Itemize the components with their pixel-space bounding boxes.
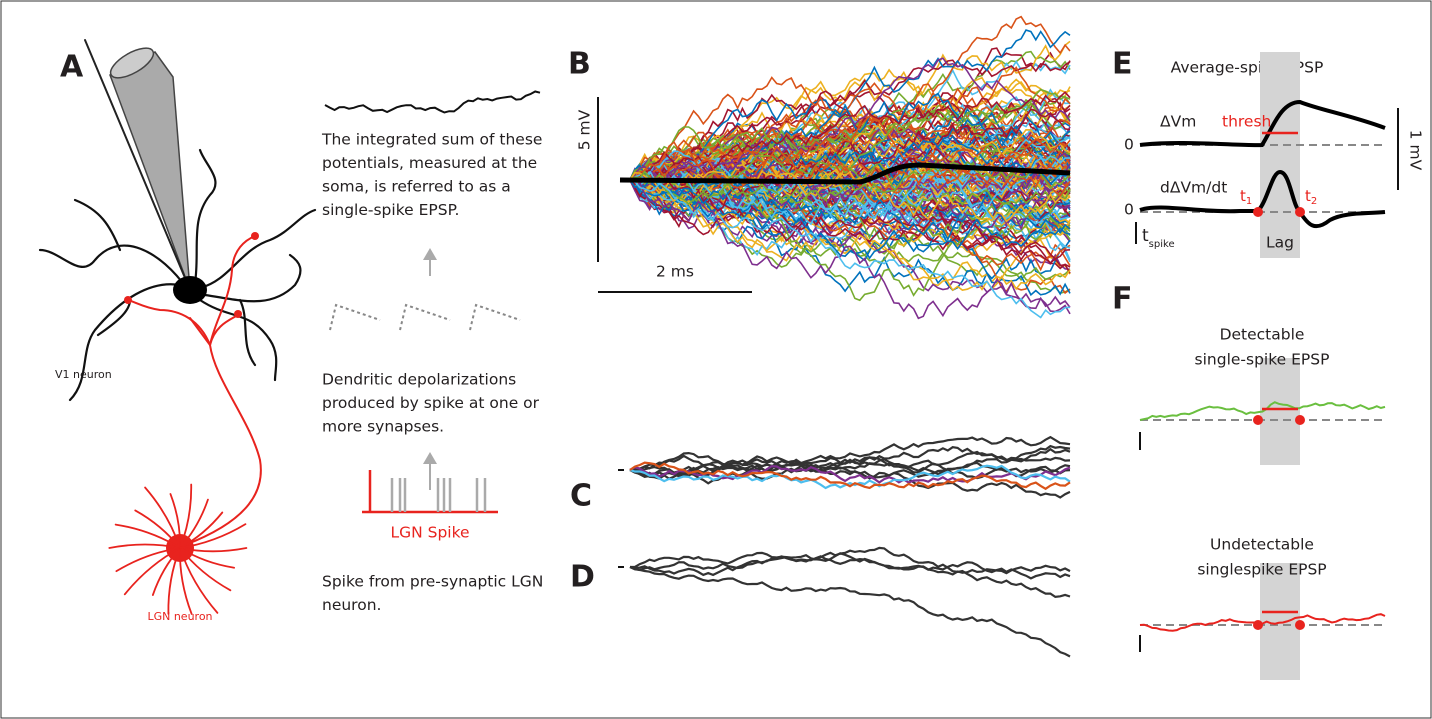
text-line: Dendritic depolarizations [322, 371, 516, 389]
t2-marker [1295, 207, 1305, 217]
dendrite [169, 493, 181, 549]
average-trace [1139, 99, 1386, 148]
lag-window [1260, 52, 1300, 258]
trace [629, 167, 1071, 260]
neuron-label: LGN neuron [147, 610, 212, 623]
trace [629, 116, 1071, 189]
panel-title: Average-spike EPSP [1171, 59, 1324, 77]
trace [629, 463, 1071, 499]
lag-label: Lag [1266, 234, 1294, 252]
spike-raster [362, 470, 498, 514]
scale-label: 2 ms [656, 263, 694, 281]
trace [629, 179, 1071, 242]
dendrite [179, 547, 236, 569]
t1-marker [1253, 207, 1263, 217]
scale-label: 1 mV [1407, 130, 1425, 171]
trace [629, 179, 1071, 319]
t2-label: t2 [1305, 187, 1317, 208]
t2-marker [1295, 620, 1305, 630]
dendrite [151, 547, 181, 596]
trace [629, 177, 1071, 260]
dendritic-depolarizations [329, 303, 521, 331]
dendrite [179, 547, 248, 553]
text-line: neuron. [322, 596, 381, 614]
text-line: produced by spike at one or [322, 394, 540, 412]
derivative-trace [1139, 169, 1386, 229]
panel-label: F [1112, 282, 1133, 317]
mean-trace [619, 162, 1071, 185]
trace [629, 461, 1071, 491]
text-line: more synapses. [322, 418, 444, 436]
dendrite [179, 547, 232, 592]
trace [629, 165, 1071, 256]
neuron-label: V1 neuron [55, 368, 112, 381]
text-line: single-spike EPSP [1195, 351, 1330, 369]
dendrite [108, 543, 181, 549]
trace [629, 456, 1071, 480]
zero-label: 0 [1124, 136, 1134, 154]
text-line: The integrated sum of these [321, 131, 542, 149]
text-line: Spike from pre-synaptic LGN [322, 573, 543, 591]
text-line: Detectable [1220, 326, 1305, 344]
dendrite [134, 509, 181, 549]
trace [629, 66, 1071, 181]
text-line: singlespike EPSP [1197, 561, 1326, 579]
trace [629, 155, 1071, 226]
detectable-trace [1139, 401, 1386, 421]
trace-bundle [629, 15, 1071, 320]
t1-label: t1 [1240, 187, 1252, 208]
trace [629, 546, 1071, 599]
dendrite [144, 486, 181, 549]
dendrite [123, 547, 181, 596]
dendrite [167, 547, 181, 615]
text-line: single-spike EPSP. [322, 201, 459, 219]
t1-marker [1253, 620, 1263, 630]
trace [629, 464, 1071, 490]
zero-label: 0 [1124, 201, 1134, 219]
trace [629, 451, 1071, 480]
trace-group [629, 546, 1071, 658]
trace [629, 57, 1071, 187]
t1-marker [1253, 415, 1263, 425]
scale-label: 5 mV [576, 109, 594, 150]
panel-label: C [570, 479, 592, 514]
panel-label: E [1112, 47, 1133, 82]
text-line: soma, is referred to as a [322, 178, 511, 196]
dendrite [179, 483, 193, 549]
text-line: potentials, measured at the [322, 154, 537, 172]
trace [629, 565, 1071, 658]
dendrite [115, 547, 181, 573]
trace [629, 179, 1071, 292]
epsp-trace [324, 90, 541, 114]
spike-label: LGN Spike [390, 524, 469, 542]
text-line: Undetectable [1210, 536, 1314, 554]
trace [629, 179, 1071, 320]
dendrite [179, 523, 247, 549]
trace [629, 172, 1071, 302]
lag-window [1260, 358, 1300, 465]
panel-label: D [570, 560, 595, 595]
trace [629, 91, 1071, 186]
tspike-label: tspike [1142, 226, 1175, 250]
neuron-drawing [38, 39, 317, 615]
dendrite [179, 547, 193, 615]
axis-label: ΔVm [1160, 113, 1196, 131]
arrow [423, 248, 437, 490]
trace [629, 161, 1071, 203]
dendrite [179, 498, 209, 549]
dendrite [179, 547, 219, 614]
panel-label: A [60, 50, 84, 85]
dendrite [179, 511, 224, 549]
t2-marker [1295, 415, 1305, 425]
axis-label: dΔVm/dt [1160, 179, 1227, 197]
trace [629, 170, 1071, 223]
threshold-label: thresh [1222, 113, 1271, 131]
trace [629, 552, 1071, 580]
trace-group [629, 435, 1071, 499]
panel-label: B [568, 47, 591, 82]
dendrite [114, 523, 181, 549]
trace [630, 115, 1071, 186]
